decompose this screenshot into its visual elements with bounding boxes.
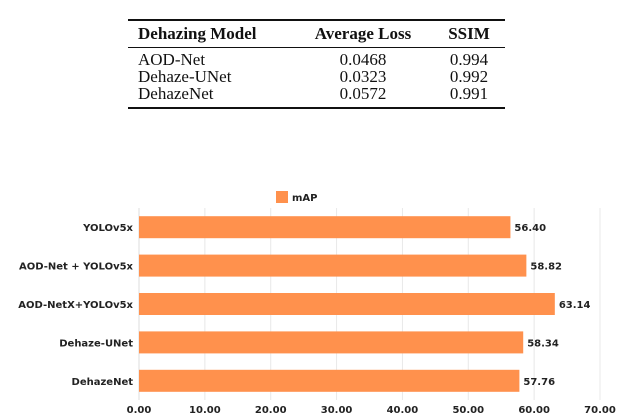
- x-tick-label: 70.00: [584, 405, 616, 415]
- table-header: Dehazing Model Average Loss SSIM: [128, 21, 505, 47]
- header-model: Dehazing Model: [138, 24, 257, 43]
- category-label: AOD-Net + YOLOv5x: [19, 262, 134, 273]
- cell-ssim: 0.991: [449, 84, 489, 103]
- results-table: Dehazing Model Average Loss SSIM AOD-Net…: [128, 19, 505, 109]
- cell-ssim: 0.992: [449, 67, 489, 86]
- cell-loss: 0.0468: [339, 50, 387, 69]
- category-label: DehazeNet: [72, 377, 134, 388]
- data-label: 56.40: [514, 223, 546, 234]
- category-label: AOD-NetX+YOLOv5x: [18, 300, 133, 311]
- legend-label: mAP: [292, 193, 318, 204]
- bar: [139, 369, 520, 392]
- header-ssim: SSIM: [448, 24, 490, 43]
- category-label: YOLOv5x: [82, 223, 133, 234]
- bar: [139, 293, 555, 315]
- table-row: DehazeNet 0.0572 0.991: [128, 85, 505, 102]
- data-label: 63.14: [559, 300, 591, 311]
- x-tick-label: 30.00: [321, 405, 353, 415]
- bar: [139, 216, 511, 239]
- data-label: 58.34: [527, 338, 559, 349]
- x-tick-label: 0.00: [127, 405, 152, 415]
- bottom-rule: [128, 107, 505, 109]
- cell-model: DehazeNet: [138, 84, 214, 103]
- mid-rule: [128, 47, 505, 48]
- bar: [139, 254, 527, 277]
- cell-loss: 0.0572: [339, 84, 387, 103]
- x-tick-label: 20.00: [255, 405, 287, 415]
- data-label: 57.76: [523, 377, 555, 388]
- x-tick-label: 60.00: [518, 405, 550, 415]
- data-label: 58.82: [530, 262, 562, 273]
- header-loss: Average Loss: [314, 24, 412, 43]
- table-row: Dehaze-UNet 0.0323 0.992: [128, 68, 505, 85]
- bar: [139, 331, 524, 354]
- cell-ssim: 0.994: [449, 50, 489, 69]
- top-rule: [128, 19, 505, 21]
- map-bar-chart: 0.00 10.00 20.00 30.00 40.00 50.00 60.00 70.00 Y…: [18, 191, 616, 415]
- category-label: Dehaze-UNet: [59, 338, 133, 349]
- cell-loss: 0.0323: [339, 67, 387, 86]
- x-tick-label: 10.00: [189, 405, 221, 415]
- cell-model: AOD-Net: [138, 50, 206, 69]
- legend-swatch: [276, 191, 288, 203]
- x-tick-label: 40.00: [387, 405, 419, 415]
- table-row: AOD-Net 0.0468 0.994: [128, 51, 505, 68]
- x-tick-label: 50.00: [452, 405, 484, 415]
- cell-model: Dehaze-UNet: [138, 67, 232, 86]
